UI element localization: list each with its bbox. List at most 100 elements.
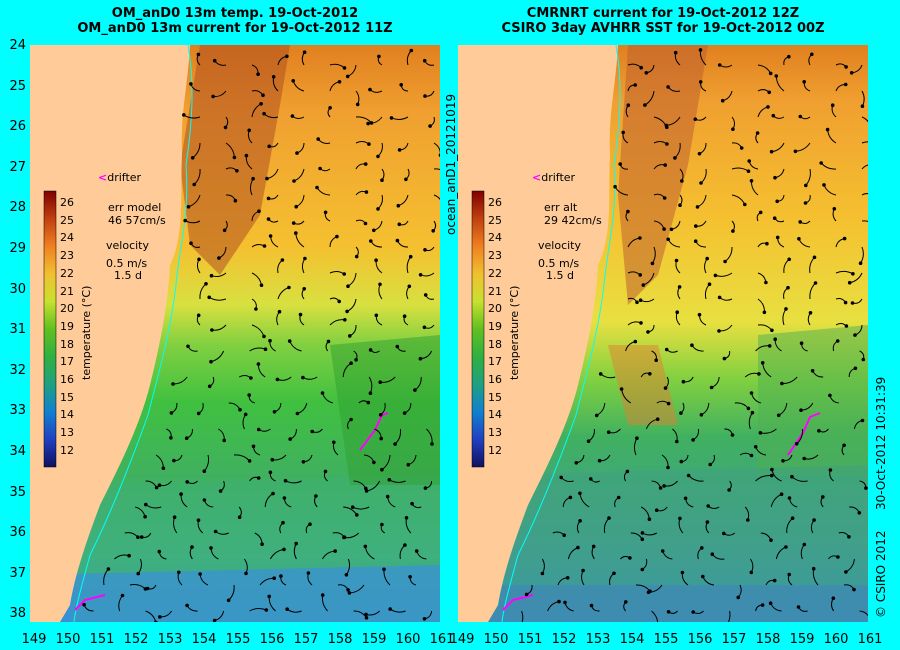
vector-head	[710, 552, 715, 556]
vector-head	[423, 94, 427, 98]
lat-tick: 37	[9, 565, 26, 581]
vector-head	[189, 82, 193, 86]
vector-head	[270, 457, 275, 462]
lat-tick: 26	[9, 119, 26, 135]
left-colorbar-label: temperature (°C)	[80, 285, 93, 380]
vector-head	[769, 149, 774, 154]
vector-head	[787, 496, 792, 500]
vector-head	[698, 80, 703, 84]
vector-head	[749, 453, 754, 458]
vector-head	[271, 491, 275, 496]
vector-head	[643, 103, 647, 107]
vector-head	[256, 72, 260, 76]
vector-head	[349, 361, 353, 366]
vector-head	[378, 282, 382, 287]
vector-head	[335, 234, 339, 239]
vector-head	[169, 411, 174, 415]
vector-head	[268, 338, 272, 343]
vector-head	[192, 182, 196, 187]
vector-head	[283, 478, 288, 483]
lon-tick: 154	[619, 632, 645, 647]
vector-head	[249, 376, 253, 380]
vector-head	[625, 469, 630, 474]
vector-head	[186, 344, 190, 349]
vector-head	[106, 567, 111, 571]
left-map-panel	[30, 45, 440, 622]
vector-head	[753, 445, 758, 449]
vector-head	[844, 570, 848, 574]
vector-head	[836, 555, 840, 559]
right-colorbar-label: temperature (°C)	[508, 285, 521, 380]
vector-head	[784, 307, 788, 311]
vector-head	[758, 210, 763, 215]
colorbar-tick: 14	[488, 408, 502, 422]
drifter-icon: <	[98, 171, 108, 184]
vector-head	[817, 429, 821, 433]
current-vector	[861, 164, 868, 170]
vector-head	[378, 413, 383, 417]
vector-head	[559, 475, 563, 480]
vector-head	[254, 307, 258, 311]
colorbar-tick: 17	[488, 355, 502, 369]
vector-head	[256, 476, 261, 480]
vector-head	[757, 372, 761, 376]
vector-head	[616, 495, 621, 500]
vector-head	[626, 209, 630, 214]
vector-head	[272, 576, 276, 580]
vector-head	[717, 329, 721, 333]
vector-head	[764, 280, 768, 285]
vector-head	[750, 410, 755, 415]
lon-tick: 157	[293, 632, 319, 647]
lon-tick: 153	[157, 632, 183, 647]
vector-head	[706, 504, 710, 508]
vector-head	[197, 257, 201, 262]
vector-head	[332, 440, 336, 445]
vector-head	[699, 181, 703, 185]
vector-head	[210, 328, 214, 332]
colorbar-tick: 15	[60, 390, 74, 404]
vector-head	[202, 469, 207, 474]
vector-head	[279, 574, 283, 578]
vector-head	[633, 339, 638, 344]
right-title: CMRNRT current for 19-Oct-2012 12Z CSIRO…	[458, 6, 868, 36]
vector-head	[860, 104, 865, 108]
lon-tick: 153	[585, 632, 611, 647]
vector-head	[186, 205, 191, 209]
run-id-label: ocean_anD1_20121019	[444, 93, 458, 235]
vector-head	[658, 486, 663, 490]
vector-head	[664, 123, 669, 128]
vector-head	[843, 300, 848, 305]
vector-head	[699, 413, 704, 417]
vector-head	[776, 413, 781, 418]
vector-head	[810, 369, 815, 373]
vector-head	[678, 516, 682, 521]
vector-head	[267, 594, 271, 599]
vector-head	[422, 325, 427, 330]
right-map-panel	[458, 45, 868, 622]
vector-head	[320, 391, 325, 395]
vector-head	[746, 518, 750, 522]
vector-head	[638, 236, 642, 240]
vector-head	[302, 50, 307, 54]
vector-head	[853, 366, 858, 371]
vector-head	[376, 207, 380, 211]
vector-head	[606, 430, 611, 435]
right-velocity-time: 1.5 d	[546, 269, 574, 282]
vector-head	[354, 254, 359, 259]
vector-head	[663, 386, 668, 390]
vector-head	[171, 382, 175, 386]
vector-head	[211, 94, 215, 99]
vector-head	[355, 513, 359, 517]
lat-tick: 36	[9, 525, 26, 541]
vector-head	[760, 603, 765, 607]
vector-head	[722, 356, 727, 361]
vector-head	[266, 217, 271, 221]
vector-head	[768, 71, 773, 76]
vector-head	[781, 459, 785, 463]
vector-head	[766, 105, 770, 109]
colorbar-tick: 22	[488, 266, 502, 280]
lat-tick: 32	[9, 362, 26, 378]
lon-tick: 161	[429, 632, 455, 647]
vector-head	[787, 54, 791, 59]
vector-head	[247, 128, 251, 133]
